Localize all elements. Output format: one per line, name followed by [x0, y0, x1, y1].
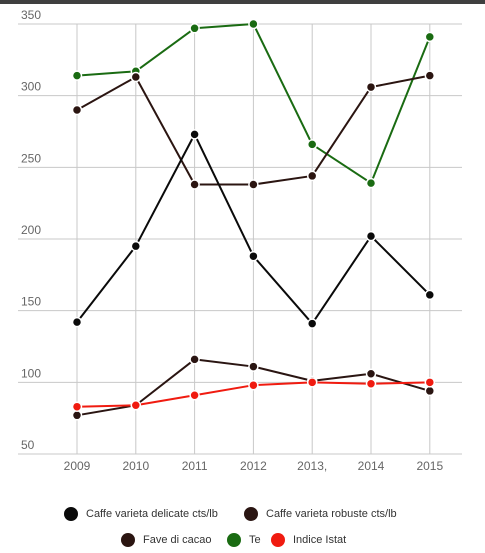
y-tick-label: 300	[21, 80, 41, 94]
legend-item-caffe-varieta-delicate-cts-lb[interactable]: Caffe varieta delicate cts/lb	[64, 507, 218, 521]
data-point-indice-istat[interactable]	[71, 401, 83, 412]
legend-swatch	[271, 533, 285, 547]
data-point-caffe-varieta-delicate-cts-lb[interactable]	[306, 318, 318, 329]
y-tick-label: 350	[21, 8, 41, 22]
legend-label: Te	[249, 534, 261, 546]
data-point-indice-istat[interactable]	[306, 377, 318, 388]
data-point-caffe-varieta-robuste-cts-lb[interactable]	[189, 354, 200, 365]
legend-label: Caffe varieta delicate cts/lb	[86, 508, 218, 520]
x-tick-label: 2015	[416, 459, 443, 473]
data-point-indice-istat[interactable]	[424, 377, 436, 388]
legend-item-indice-istat[interactable]: Indice Istat	[271, 533, 346, 547]
legend-swatch	[64, 507, 78, 521]
data-point-fave-di-cacao[interactable]	[248, 179, 259, 190]
data-point-te[interactable]	[365, 177, 377, 189]
data-point-te[interactable]	[248, 18, 259, 30]
y-tick-label: 200	[21, 223, 41, 237]
x-tick-label: 2010	[122, 459, 149, 473]
data-point-te[interactable]	[306, 139, 318, 150]
legend-label: Indice Istat	[293, 534, 347, 546]
legend-swatch	[121, 533, 135, 547]
x-tick-label: 2013,	[297, 459, 327, 473]
x-tick-label: 2012	[240, 459, 267, 473]
y-tick-label: 150	[21, 295, 41, 309]
chart-legend: Caffe varieta delicate cts/lb Caffe varie…	[0, 500, 485, 553]
x-tick-label: 2009	[64, 459, 91, 473]
data-point-caffe-varieta-robuste-cts-lb[interactable]	[248, 361, 259, 372]
legend-label: Caffe varieta robuste cts/lb	[266, 508, 397, 520]
x-tick-label: 2011	[182, 459, 208, 473]
data-point-indice-istat[interactable]	[130, 400, 142, 411]
legend-item-caffe-varieta-robuste-cts-lb[interactable]: Caffe varieta robuste cts/lb	[244, 507, 397, 521]
data-point-fave-di-cacao[interactable]	[130, 71, 142, 83]
y-tick-label: 50	[21, 438, 35, 452]
legend-swatch	[244, 507, 258, 521]
data-point-caffe-varieta-robuste-cts-lb[interactable]	[424, 385, 436, 397]
data-point-fave-di-cacao[interactable]	[306, 170, 318, 182]
data-point-fave-di-cacao[interactable]	[189, 179, 200, 190]
data-point-caffe-varieta-robuste-cts-lb[interactable]	[365, 368, 377, 379]
data-point-indice-istat[interactable]	[365, 378, 377, 390]
data-point-fave-di-cacao[interactable]	[71, 104, 83, 116]
data-point-indice-istat[interactable]	[248, 379, 259, 391]
data-point-te[interactable]	[424, 31, 436, 43]
y-tick-label: 100	[21, 366, 41, 380]
data-point-te[interactable]	[71, 70, 83, 81]
data-point-caffe-varieta-delicate-cts-lb[interactable]	[248, 250, 259, 262]
data-point-caffe-varieta-delicate-cts-lb[interactable]	[424, 289, 436, 301]
data-point-indice-istat[interactable]	[189, 389, 200, 401]
data-point-caffe-varieta-delicate-cts-lb[interactable]	[130, 240, 142, 252]
data-point-fave-di-cacao[interactable]	[365, 81, 377, 93]
data-point-fave-di-cacao[interactable]	[424, 70, 436, 81]
legend-label: Fave di cacao	[143, 534, 212, 546]
legend-item-fave-di-cacao[interactable]: Fave di cacao	[121, 533, 211, 547]
legend-swatch	[227, 533, 241, 547]
data-point-te[interactable]	[189, 23, 200, 34]
data-point-caffe-varieta-delicate-cts-lb[interactable]	[189, 129, 200, 140]
top-bar	[0, 0, 485, 4]
data-point-caffe-varieta-delicate-cts-lb[interactable]	[365, 230, 377, 242]
y-tick-label: 250	[21, 151, 41, 165]
data-point-caffe-varieta-delicate-cts-lb[interactable]	[71, 316, 83, 328]
data-point-caffe-varieta-robuste-cts-lb[interactable]	[71, 410, 83, 421]
legend-item-te[interactable]: Te	[227, 533, 261, 547]
line-chart: 50 100 150 200 250 300 350 2009 2010 2011 2012 201…	[18, 8, 462, 473]
x-tick-label: 2014	[358, 459, 385, 473]
